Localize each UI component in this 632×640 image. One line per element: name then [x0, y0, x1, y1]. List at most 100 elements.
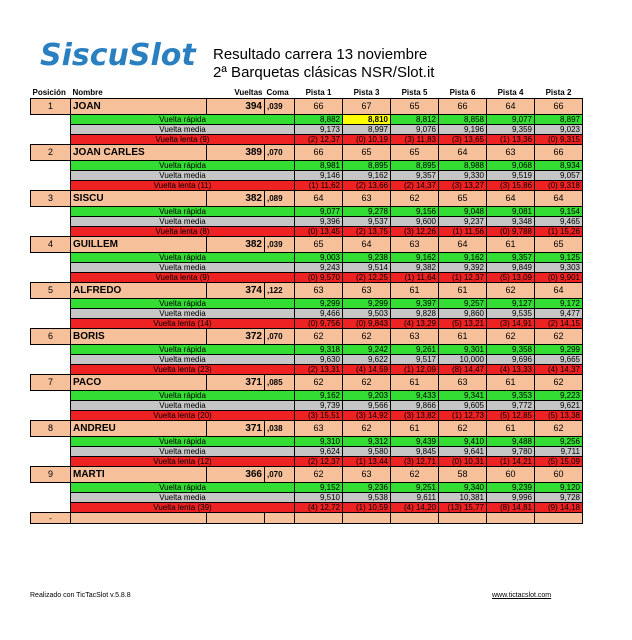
track-laps: 62	[390, 466, 439, 483]
fast-lap-row: Vuelta rápida 9,310 9,312 9,439 9,410 9,488 9,…	[30, 436, 583, 447]
spacer	[30, 206, 71, 217]
fast-value: 9,299	[534, 344, 583, 355]
track-laps: 61	[486, 420, 535, 437]
slow-value: (1) 13,44	[342, 456, 391, 467]
track-laps: 61	[486, 236, 535, 253]
position-cell: 7	[30, 374, 71, 391]
track-laps: 63	[342, 190, 391, 207]
avg-label: Vuelta media	[70, 354, 295, 365]
track-laps: 63	[486, 144, 535, 161]
slow-label: Vuelta lenta (8)	[70, 226, 295, 237]
spacer	[30, 114, 71, 125]
slow-value: (1) 11,64	[390, 272, 439, 283]
avg-value: 9,611	[390, 492, 439, 503]
driver-name: GUILLEM	[70, 236, 207, 253]
spacer	[30, 482, 71, 493]
avg-value: 9,845	[390, 446, 439, 457]
fast-value: 9,341	[438, 390, 487, 401]
track-laps: 65	[390, 98, 439, 115]
spacer	[30, 492, 71, 503]
avg-value: 9,503	[342, 308, 391, 319]
fast-lap-row: Vuelta rápida 9,318 9,242 9,261 9,301 9,358 9,…	[30, 344, 583, 355]
avg-label: Vuelta media	[70, 216, 295, 227]
slow-value: (2) 13,75	[342, 226, 391, 237]
fast-value: 9,081	[486, 206, 535, 217]
track-laps: 63	[390, 236, 439, 253]
avg-value: 9,621	[534, 400, 583, 411]
spacer	[30, 400, 71, 411]
fast-label: Vuelta rápida	[70, 482, 295, 493]
driver-name: MARTI	[70, 466, 207, 483]
avg-lap-row: Vuelta media 9,243 9,514 9,382 9,392 9,849 9,3…	[30, 262, 583, 273]
slow-value: (13) 15,77	[438, 502, 487, 513]
fast-value: 9,162	[390, 252, 439, 263]
fast-value: 8,895	[390, 160, 439, 171]
avg-value: 9,630	[294, 354, 343, 365]
column-header: Pista 6	[438, 88, 487, 99]
avg-value: 9,162	[342, 170, 391, 181]
driver-row: 1 JOAN 394,039 66 67 65 66 64 66	[30, 98, 583, 115]
track-laps: 60	[534, 466, 583, 483]
position-cell: 9	[30, 466, 71, 483]
fast-value: 8,895	[342, 160, 391, 171]
fast-value: 9,077	[486, 114, 535, 125]
footer-credit: Realizado con TicTacSlot v.5.8.8	[30, 592, 131, 599]
position-cell: -	[30, 512, 71, 524]
position-cell: 3	[30, 190, 71, 207]
fast-lap-row: Vuelta rápida 9,162 9,203 9,433 9,341 9,353 9,…	[30, 390, 583, 401]
fast-value: 9,156	[390, 206, 439, 217]
empty-cell	[342, 512, 391, 524]
slow-lap-row: Vuelta lenta (20) (3) 15,51 (3) 14,92 (3) 1…	[30, 410, 583, 421]
fast-value: 9,310	[294, 436, 343, 447]
fast-value: 9,312	[342, 436, 391, 447]
slow-value: (5) 13,38	[534, 410, 583, 421]
empty-cell	[70, 512, 207, 524]
position-cell: 1	[30, 98, 71, 115]
avg-value: 9,466	[294, 308, 343, 319]
position-cell: 6	[30, 328, 71, 345]
spacer	[30, 364, 71, 375]
coma-cell: ,085	[264, 374, 295, 391]
track-laps: 65	[438, 190, 487, 207]
fast-value: 9,172	[534, 298, 583, 309]
spacer	[30, 354, 71, 365]
column-header: Posición	[30, 88, 71, 99]
fast-value: 9,358	[486, 344, 535, 355]
footer-link[interactable]: www.tictacslot.com	[492, 592, 552, 599]
fast-value: 9,433	[390, 390, 439, 401]
avg-label: Vuelta media	[70, 400, 295, 411]
spacer	[30, 170, 71, 181]
slow-value: (0) 9,756	[294, 318, 343, 329]
slow-value: (3) 11,83	[390, 134, 439, 145]
fast-value: 9,125	[534, 252, 583, 263]
driver-name: ANDREU	[70, 420, 207, 437]
slow-lap-row: Vuelta lenta (8) (0) 13,45 (2) 13,75 (3) 12…	[30, 226, 583, 237]
fast-value: 8,988	[438, 160, 487, 171]
track-laps: 65	[294, 236, 343, 253]
driver-name: SISCU	[70, 190, 207, 207]
track-laps: 67	[342, 98, 391, 115]
avg-label: Vuelta media	[70, 492, 295, 503]
avg-value: 9,580	[342, 446, 391, 457]
laps-cell: 371	[206, 420, 265, 437]
track-laps: 65	[534, 236, 583, 253]
fast-value: 9,251	[390, 482, 439, 493]
slow-lap-row: Vuelta lenta (12) (2) 12,37 (1) 13,44 (3) 1…	[30, 456, 583, 467]
avg-label: Vuelta media	[70, 124, 295, 135]
fast-value: 9,242	[342, 344, 391, 355]
track-laps: 65	[390, 144, 439, 161]
slow-value: (3) 14,92	[342, 410, 391, 421]
spacer	[30, 344, 71, 355]
slow-value: (4) 14,59	[342, 364, 391, 375]
track-laps: 62	[342, 420, 391, 437]
track-laps: 63	[342, 282, 391, 299]
slow-value: (1) 11,56	[438, 226, 487, 237]
siscuslot-logo: SiscuSlot	[40, 38, 196, 73]
column-header: Pista 4	[486, 88, 535, 99]
fast-value: 9,278	[342, 206, 391, 217]
laps-cell: 394	[206, 98, 265, 115]
spacer	[30, 410, 71, 421]
laps-cell: 382	[206, 190, 265, 207]
track-laps: 64	[438, 236, 487, 253]
